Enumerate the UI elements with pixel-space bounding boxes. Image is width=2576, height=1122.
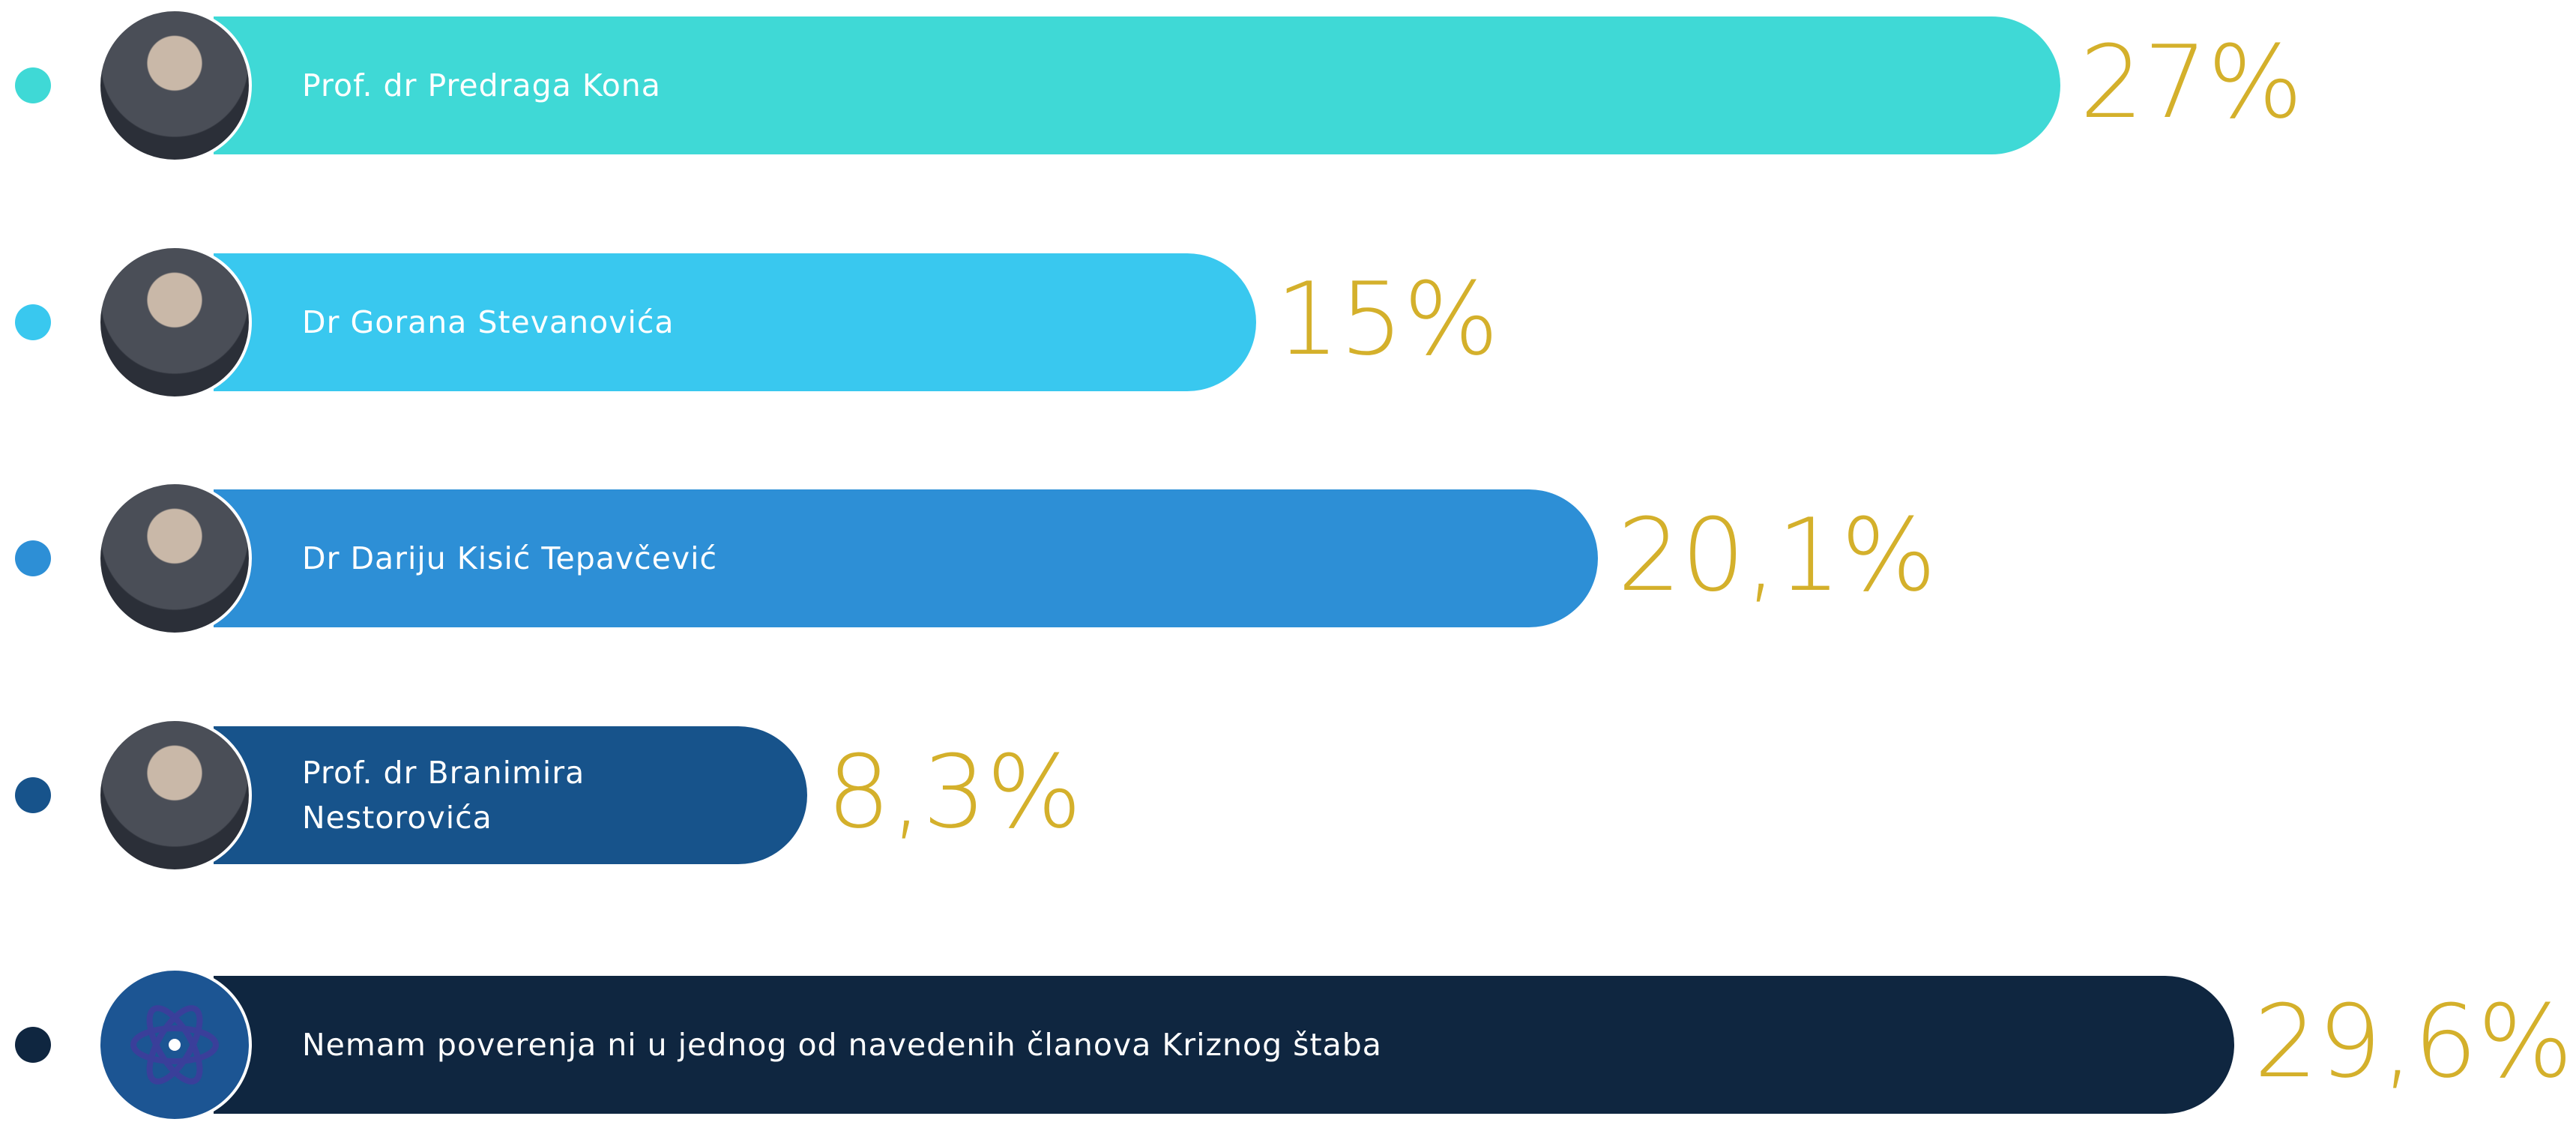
legend-dot — [15, 777, 51, 813]
legend-dot — [15, 540, 51, 576]
category-label: Prof. dr Predraga Kona — [302, 67, 661, 103]
legend-dot — [15, 67, 51, 103]
category-label: Prof. dr Branimira Nestorovića — [302, 755, 585, 836]
bar — [214, 726, 808, 864]
category-label: Dr Dariju Kisić Tepavčević — [302, 540, 718, 576]
value-label: 15% — [1276, 261, 1499, 378]
bar — [214, 489, 1598, 627]
avatar — [97, 481, 252, 636]
avatar — [97, 245, 252, 399]
value-label: 20,1% — [1617, 497, 1937, 614]
avatar — [97, 8, 252, 163]
atom-icon — [130, 1005, 219, 1085]
bar — [214, 253, 1256, 391]
avatar — [97, 968, 252, 1122]
avatar — [97, 718, 252, 872]
legend-dot — [15, 1027, 51, 1063]
bar — [214, 16, 2060, 154]
legend-dot — [15, 304, 51, 340]
value-label: 8,3% — [827, 734, 1082, 851]
value-label: 29,6% — [2254, 983, 2573, 1100]
category-label: Dr Gorana Stevanovića — [302, 304, 675, 340]
value-label: 27% — [2079, 24, 2303, 141]
category-label: Nemam poverenja ni u jednog od navedenih… — [302, 1027, 1382, 1063]
bar — [214, 976, 2235, 1114]
